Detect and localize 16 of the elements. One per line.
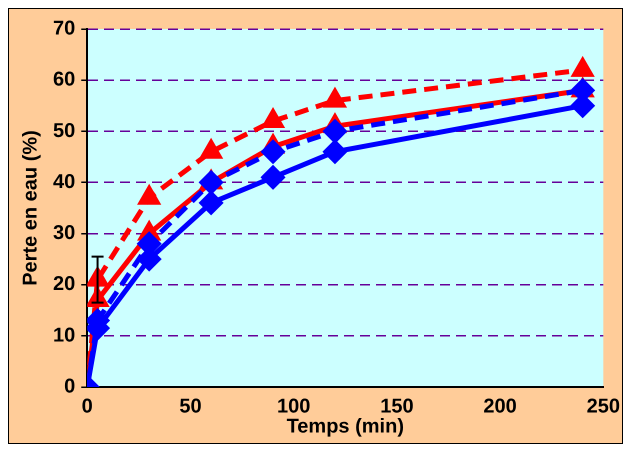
y-tick-label: 20 <box>52 273 76 296</box>
y-tick-label: 70 <box>52 18 76 40</box>
y-tick-label: 0 <box>64 376 76 398</box>
y-tick-label: 10 <box>52 324 76 346</box>
x-axis-title: Temps (min) <box>286 416 404 438</box>
x-tick-label: 250 <box>586 396 620 418</box>
y-tick-label: 50 <box>52 120 76 142</box>
x-tick-label: 100 <box>276 396 310 418</box>
x-tick-label: 0 <box>82 396 93 418</box>
y-axis-title: Perte en eau (%) <box>20 130 42 286</box>
y-tick-label: 60 <box>52 68 76 91</box>
x-tick-label: 200 <box>483 396 517 418</box>
x-tick-label: 150 <box>380 396 414 418</box>
x-tick-label: 50 <box>179 396 202 418</box>
y-tick-label: 40 <box>52 170 76 193</box>
y-tick-label: 30 <box>52 222 76 244</box>
